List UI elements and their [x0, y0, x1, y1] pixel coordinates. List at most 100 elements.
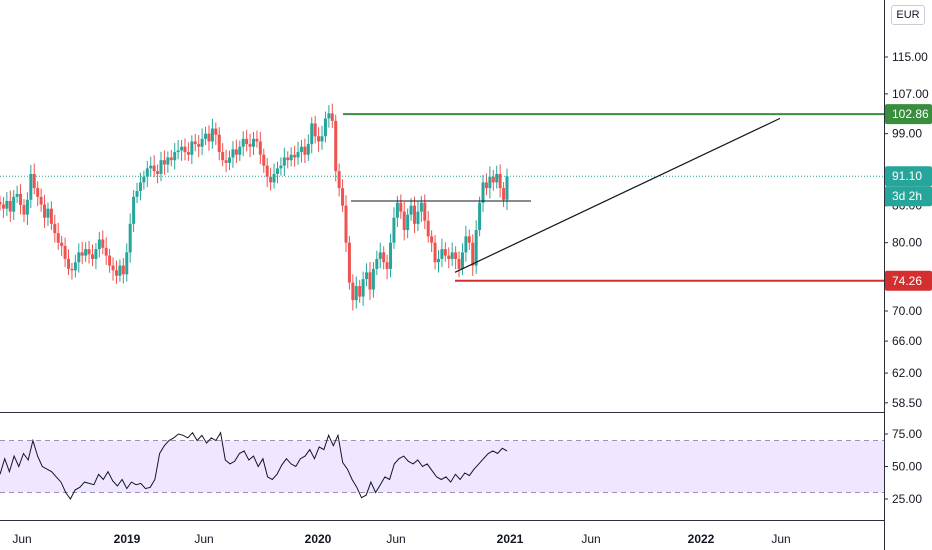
candle-body: [241, 138, 245, 147]
candle-body: [296, 152, 300, 158]
candle-body: [90, 254, 94, 259]
grid: [0, 0, 885, 550]
candle-body: [272, 173, 276, 183]
candle-body: [60, 242, 64, 246]
candle-body: [77, 252, 81, 263]
candle-body: [303, 146, 307, 155]
candle-body: [368, 272, 372, 290]
price-tick-label: 107.00: [892, 87, 929, 101]
candle-body: [265, 165, 269, 177]
candle-body: [97, 239, 101, 250]
candle-body: [114, 270, 118, 276]
candle-body: [204, 133, 208, 139]
candle-body: [474, 230, 478, 266]
candle-body: [423, 202, 427, 221]
candle-body: [197, 144, 201, 147]
candle-body: [19, 193, 23, 206]
candle-body: [392, 217, 396, 243]
candle-body: [327, 113, 331, 119]
candle-body: [275, 168, 279, 174]
candle-body: [228, 157, 232, 163]
candle-body: [149, 165, 153, 169]
candle-body: [101, 239, 105, 248]
candle-body: [347, 242, 351, 283]
currency-button[interactable]: EUR: [891, 5, 925, 25]
candle-body: [310, 123, 314, 145]
candle-body: [104, 247, 108, 256]
candle-body: [395, 202, 399, 218]
candle-body: [399, 202, 403, 212]
price-axis: 115.00107.0099.0086.0080.0070.0066.0062.…: [884, 50, 929, 410]
candle-body: [279, 165, 283, 169]
candle-body: [56, 233, 60, 243]
candle-body: [121, 265, 125, 275]
candle-body: [478, 202, 482, 231]
candle-body: [341, 188, 345, 206]
candle-body: [471, 242, 475, 266]
candle-body: [190, 141, 194, 155]
candle-body: [152, 165, 156, 172]
candle-body: [337, 171, 341, 189]
candle-body: [436, 258, 440, 263]
candle-body: [169, 157, 173, 161]
candle-body: [416, 211, 420, 224]
candle-body: [430, 236, 434, 243]
resistance-badge-bg: [885, 104, 932, 125]
candle-body: [0, 201, 2, 205]
candle-body: [221, 152, 225, 161]
candle-body: [183, 146, 187, 153]
candle-body: [32, 173, 36, 189]
candle-body: [488, 176, 492, 189]
candle-body: [173, 152, 177, 161]
candle-body: [361, 279, 365, 297]
candle-body: [80, 252, 84, 256]
candle-body: [323, 118, 327, 137]
time-tick-label: Jun: [771, 532, 790, 546]
time-tick-label: 2022: [688, 532, 715, 546]
candle-body: [193, 141, 197, 145]
candle-body: [5, 200, 9, 209]
candle-body: [162, 160, 166, 165]
candle-body: [224, 160, 228, 163]
rsi-line: [0, 431, 508, 500]
price-tick-label: 62.00: [892, 366, 922, 380]
candle-body: [313, 123, 317, 137]
candle-body: [365, 272, 369, 280]
candle-body: [262, 154, 266, 166]
rsi-tick-label: 25.00: [892, 492, 922, 506]
candle-body: [334, 120, 338, 172]
last-price-badge-bg: [885, 166, 932, 187]
time-tick-label: Jun: [386, 532, 405, 546]
candle-body: [67, 258, 71, 269]
candle-body: [406, 214, 410, 231]
candle-body: [231, 149, 235, 158]
candle-body: [491, 176, 495, 183]
candle-body: [207, 133, 211, 142]
candle-body: [299, 146, 303, 153]
candle-body: [447, 255, 451, 259]
price-tick-label: 70.00: [892, 304, 922, 318]
candle-body: [217, 134, 221, 153]
candle-body: [375, 258, 379, 269]
time-tick-label: 2019: [114, 532, 141, 546]
candle-body: [409, 205, 413, 215]
candle-body: [108, 255, 112, 266]
candle-body: [248, 144, 252, 147]
candle-body: [269, 176, 273, 183]
candle-body: [419, 202, 423, 212]
candle-body: [176, 150, 180, 153]
candle-body: [15, 193, 19, 197]
candle-body: [498, 173, 502, 189]
candle-body: [354, 286, 358, 301]
rsi-band: [0, 440, 884, 493]
drawings: [0, 113, 884, 282]
candle-body: [145, 168, 149, 177]
price-tick-label: 66.00: [892, 334, 922, 348]
candle-body: [306, 144, 310, 155]
candle-body: [289, 154, 293, 161]
candle-body: [8, 200, 12, 212]
candle-body: [358, 286, 362, 297]
candle-body: [245, 138, 249, 145]
candle-body: [460, 252, 464, 269]
